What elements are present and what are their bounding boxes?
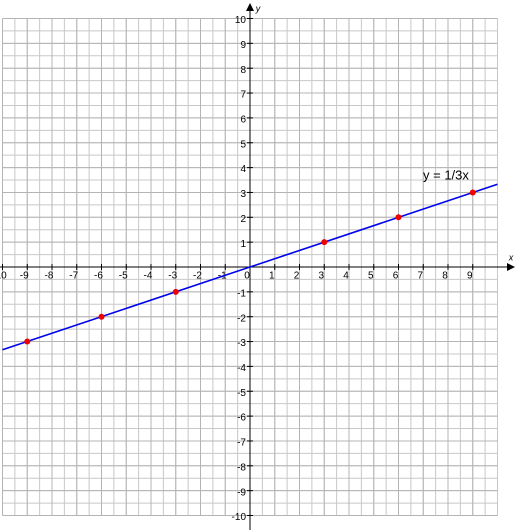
- x-tick-label: -8: [45, 271, 54, 282]
- x-tick-label: -6: [94, 271, 103, 282]
- x-tick-label: 2: [294, 271, 300, 282]
- x-tick-label: 6: [393, 271, 399, 282]
- x-tick-label: 7: [417, 271, 423, 282]
- x-tick-label: 8: [442, 271, 448, 282]
- point: [24, 338, 31, 345]
- y-tick-label: -9: [237, 487, 246, 498]
- x-tick-label: -4: [144, 271, 153, 282]
- y-tick-label: -2: [237, 313, 246, 324]
- y-tick-label: -6: [237, 413, 246, 424]
- y-tick-label: -1: [237, 288, 246, 299]
- annotation: y = 1/3x: [423, 167, 469, 182]
- x-tick-label: -10: [0, 271, 7, 282]
- line: [2, 183, 498, 351]
- point: [395, 214, 402, 221]
- x-tick-label: 5: [368, 271, 374, 282]
- y-tick-label: 7: [240, 90, 246, 101]
- x-tick-label: -3: [168, 271, 177, 282]
- y-tick-label: -8: [237, 462, 246, 473]
- y-tick-label: 6: [240, 115, 246, 126]
- x-tick-label: -7: [69, 271, 78, 282]
- y-tick-label: 2: [240, 214, 246, 225]
- y-tick-label: 5: [240, 139, 246, 150]
- x-tick-label: -2: [193, 271, 202, 282]
- y-tick-label: -5: [237, 388, 246, 399]
- x-tick-label: 4: [343, 271, 349, 282]
- y-axis-arrow: [246, 3, 254, 11]
- x-tick-label: 9: [467, 271, 473, 282]
- y-tick-label: -7: [237, 438, 246, 449]
- y-tick-label: 3: [240, 189, 246, 200]
- y-tick-label: 4: [240, 164, 246, 175]
- y-tick-label: 10: [235, 15, 247, 26]
- point: [469, 189, 476, 196]
- x-tick-label: -5: [119, 271, 128, 282]
- point: [98, 313, 105, 320]
- y-tick-label: 8: [240, 65, 246, 76]
- y-tick-label: -10: [232, 512, 247, 523]
- x-tick-label: 0: [244, 271, 250, 282]
- y-tick-label: 1: [240, 239, 246, 250]
- x-tick-label: 3: [318, 271, 324, 282]
- y-tick-label: 9: [240, 40, 246, 51]
- x-tick-label: -9: [20, 271, 29, 282]
- point: [321, 239, 328, 246]
- y-axis-label: y: [255, 3, 261, 13]
- y-tick-label: -3: [237, 338, 246, 349]
- point: [172, 288, 179, 295]
- x-axis-label: x: [508, 252, 514, 262]
- x-tick-label: 1: [269, 271, 275, 282]
- x-axis-arrow: [507, 263, 515, 271]
- y-tick-label: -4: [237, 363, 246, 374]
